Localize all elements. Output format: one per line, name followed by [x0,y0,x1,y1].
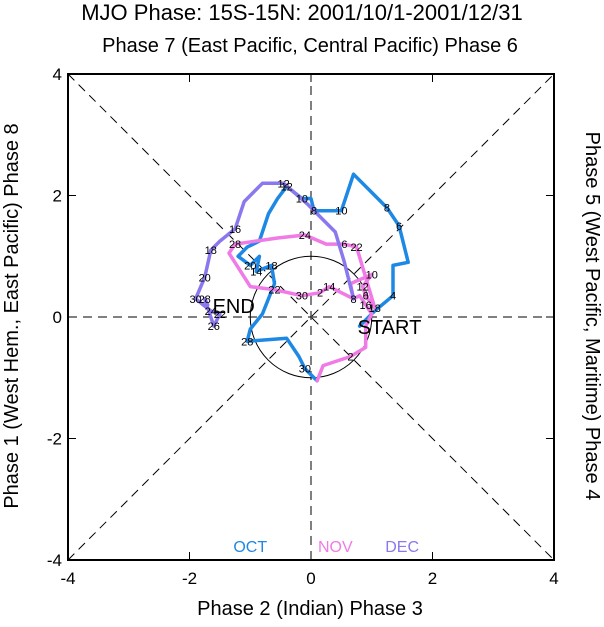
x-tick-label: -4 [60,569,75,588]
point-label-dec: 12 [278,178,290,190]
legend-nov: NOV [318,539,353,556]
x-tick-label: -2 [182,569,197,588]
y-tick-label: -2 [47,430,62,449]
point-label-nov: 14 [323,282,335,294]
point-label-oct: 4 [390,291,396,303]
point-label-oct: 20 [244,260,256,272]
point-label-oct: 10 [335,206,347,218]
top-axis-label: Phase 7 (East Pacific, Central Pacific) … [102,35,518,57]
series-line-nov [227,233,377,383]
point-label-nov: 22 [268,285,280,297]
point-label-dec: 30 [189,294,201,306]
point-label-oct: 12 [281,181,293,193]
point-label-nov: 16 [360,300,372,312]
y-tick-label: 4 [53,65,62,84]
point-label-nov: 8 [350,294,356,306]
x-tick-label: 0 [306,569,315,588]
diagonal-line-2 [67,73,555,561]
point-label-dec: 16 [229,224,241,236]
point-label-dec: 26 [208,321,220,333]
point-label-dec: 22 [214,309,226,321]
point-label-oct: 14 [250,266,262,278]
point-label-oct: 28 [241,336,253,348]
start-label: START [358,317,422,339]
point-label-nov: 2 [317,288,323,300]
legend: OCT NOV DEC [233,539,419,556]
point-label-nov: 22 [350,242,362,254]
point-label-oct: 30 [299,364,311,376]
series-line-oct [236,172,410,383]
point-label-dec: 20 [199,273,211,285]
point-label-nov: 2 [347,351,353,363]
bottom-axis-label: Phase 2 (Indian) Phase 3 [197,598,423,620]
y-tick-label: -4 [47,551,62,570]
legend-oct: OCT [233,539,267,556]
point-label-dec: 18 [205,245,217,257]
point-label-dec: 24 [205,306,217,318]
point-label-nov: 6 [363,291,369,303]
point-label-nov: 18 [369,303,381,315]
point-label-oct: 10 [296,194,308,206]
diagonal-line-1 [67,73,555,561]
point-label-nov: 6 [341,239,347,251]
point-label-oct: 8 [384,203,390,215]
legend-dec: DEC [385,539,419,556]
chart-title: MJO Phase: 15S-15N: 2001/10/1-2001/12/31 [81,0,523,25]
x-tick-label: 4 [549,569,558,588]
point-label-nov: 10 [366,269,378,281]
phase-divider-lines [67,73,555,561]
point-label-dec: 28 [199,294,211,306]
x-tick-label: 2 [428,569,437,588]
point-labels: 4681081012201418283021681012618226242822… [189,178,402,375]
point-label-oct: 8 [311,206,317,218]
point-label-oct: 18 [265,260,277,272]
y-tick-label: 0 [53,308,62,327]
point-label-nov: 28 [229,239,241,251]
end-label: END [213,296,255,318]
point-label-oct: 6 [396,221,402,233]
point-label-nov: 12 [357,282,369,294]
series-line-dec [193,181,356,328]
series-lines [193,172,410,383]
point-label-nov: 24 [299,230,311,242]
point-label-nov: 30 [296,291,308,303]
y-tick-label: 2 [53,187,62,206]
